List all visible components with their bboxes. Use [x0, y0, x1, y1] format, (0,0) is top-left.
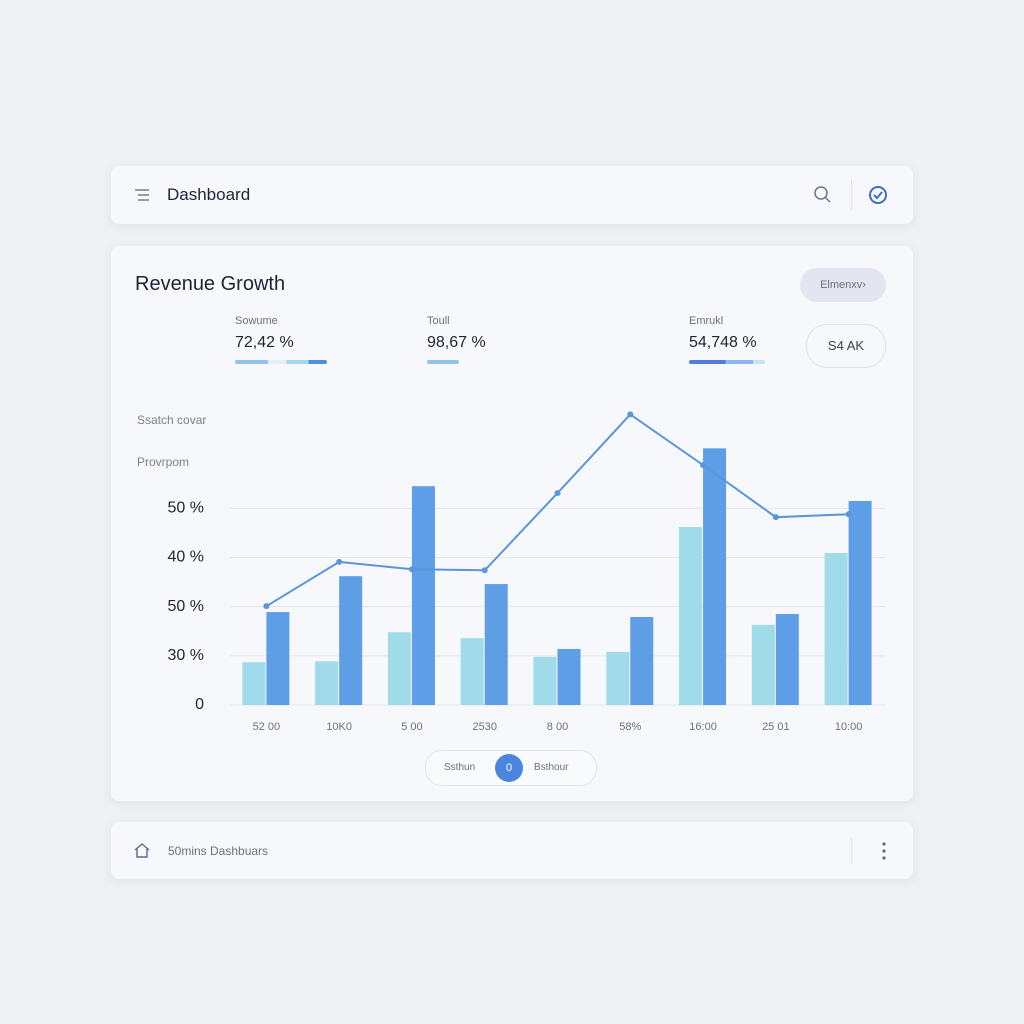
line-point [408, 566, 415, 573]
y-tick-label: 50 % [168, 598, 204, 615]
divider [851, 180, 852, 210]
x-tick-label: 58% [619, 721, 641, 733]
x-tick-label: 10:00 [835, 721, 863, 733]
stat-label: Sowume [235, 315, 278, 327]
line-point [554, 490, 561, 497]
card-title: Revenue Growth [135, 273, 286, 295]
home-icon[interactable] [132, 841, 152, 861]
bar [824, 553, 848, 705]
x-tick-label: 2530 [472, 721, 496, 733]
stat-value: 54,748 % [689, 334, 757, 351]
bar [411, 486, 435, 705]
bar [242, 662, 266, 705]
toggle-left[interactable]: Ssthun [444, 762, 476, 773]
x-tick-label: 25 01 [762, 721, 790, 733]
bar [775, 614, 799, 705]
x-tick-label: 10K0 [326, 721, 352, 733]
axis-label: Ssatch covar [137, 413, 206, 427]
bar [387, 632, 411, 705]
app-title: Dashboard [167, 185, 251, 204]
toggle[interactable]: Ssthun 0 Bsthour [425, 750, 597, 786]
side-button[interactable]: S4 AK [806, 324, 886, 368]
line-point [481, 567, 488, 574]
filter-button[interactable]: Elmenxv› [800, 268, 886, 302]
y-tick-label: 0 [195, 696, 204, 713]
bar [679, 527, 703, 705]
chart-card: Revenue Growth Elmenxv› S4 AK Sowume 72,… [111, 246, 913, 801]
footer-text: 50mins Dashbuars [168, 844, 269, 858]
progress-bar [235, 360, 327, 364]
line-point [845, 511, 852, 518]
bar [703, 448, 727, 705]
search-icon[interactable] [812, 184, 834, 206]
bar [533, 656, 557, 705]
footer-bar: 50mins Dashbuars [111, 822, 913, 879]
y-tick-label: 30 % [168, 647, 204, 664]
status-icon[interactable] [867, 184, 889, 206]
bar [606, 651, 630, 705]
toggle-right[interactable]: Bsthour [534, 762, 569, 773]
x-tick-label: 16:00 [689, 721, 717, 733]
toggle-knob[interactable]: 0 [495, 754, 523, 782]
y-tick-label: 40 % [168, 549, 204, 566]
bar [751, 624, 775, 705]
stat-label: Toull [427, 315, 450, 327]
bar [339, 576, 363, 705]
stat-value: 98,67 % [427, 334, 486, 351]
x-tick-label: 8 00 [547, 721, 568, 733]
divider [851, 838, 852, 864]
more-icon[interactable] [879, 841, 889, 861]
stat-value: 72,42 % [235, 334, 294, 351]
x-tick-label: 5 00 [401, 721, 422, 733]
bar [315, 661, 339, 705]
bar [266, 612, 290, 705]
line-point [772, 514, 779, 521]
axis-label: Provrpom [137, 455, 189, 469]
bar [557, 648, 581, 705]
progress-bar [427, 360, 459, 364]
line-point [263, 603, 270, 610]
line-point [700, 462, 707, 469]
bar [484, 584, 508, 705]
line-point [336, 558, 343, 565]
bar [848, 500, 872, 705]
progress-bar [689, 360, 765, 364]
line-point [627, 411, 634, 418]
bar [630, 616, 654, 705]
x-tick-label: 52 00 [253, 721, 281, 733]
stat-label: Emrukl [689, 315, 724, 327]
bar [460, 638, 484, 705]
y-tick-label: 50 % [168, 500, 204, 517]
menu-icon[interactable] [133, 186, 153, 206]
top-bar: Dashboard [111, 166, 913, 224]
